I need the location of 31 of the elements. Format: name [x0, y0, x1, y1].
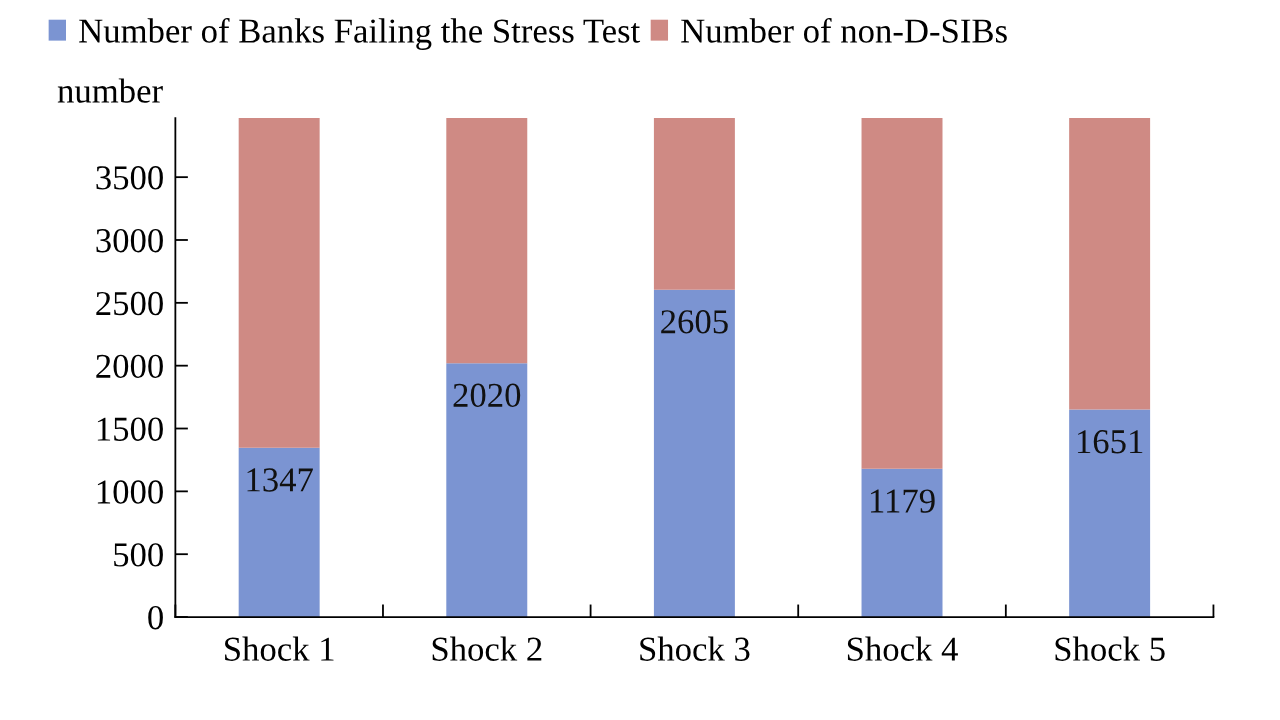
- data-label: 2020: [453, 383, 521, 408]
- data-label: 2605: [661, 310, 728, 334]
- y-tick-label: 2500: [96, 291, 163, 316]
- data-label: 1347: [247, 468, 313, 492]
- bar: [238, 447, 320, 618]
- bar: [1069, 409, 1151, 618]
- y-tick-label: 0: [148, 606, 163, 630]
- bar: [653, 118, 735, 290]
- y-tick-label: 3000: [96, 228, 163, 253]
- y-tick-label: 500: [114, 543, 163, 567]
- bar: [446, 363, 528, 618]
- y-tick-label: 2000: [96, 354, 163, 379]
- y-tick-label: 1000: [97, 480, 163, 504]
- data-label: 1651: [1077, 430, 1143, 454]
- bar: [653, 289, 735, 618]
- bar: [1069, 118, 1151, 410]
- bar: [861, 468, 943, 618]
- x-tick-label: Shock 1: [225, 636, 334, 661]
- data-label: 1179: [871, 489, 935, 513]
- y-axis-title: number: [57, 78, 163, 103]
- bar: [238, 118, 320, 448]
- x-tick-label: Shock 3: [640, 636, 750, 661]
- bar: [446, 118, 528, 364]
- legend-label: Number of non-D-SIBs: [681, 18, 1007, 43]
- y-tick-label: 1500: [97, 417, 163, 441]
- x-tick-label: Shock 4: [847, 636, 958, 661]
- bar: [861, 118, 943, 469]
- x-tick-label: Shock 2: [432, 636, 542, 661]
- x-tick-label: Shock 5: [1055, 636, 1165, 661]
- legend-label: Number of Banks Failing the Stress Test: [79, 18, 641, 50]
- y-tick-label: 3500: [96, 166, 163, 190]
